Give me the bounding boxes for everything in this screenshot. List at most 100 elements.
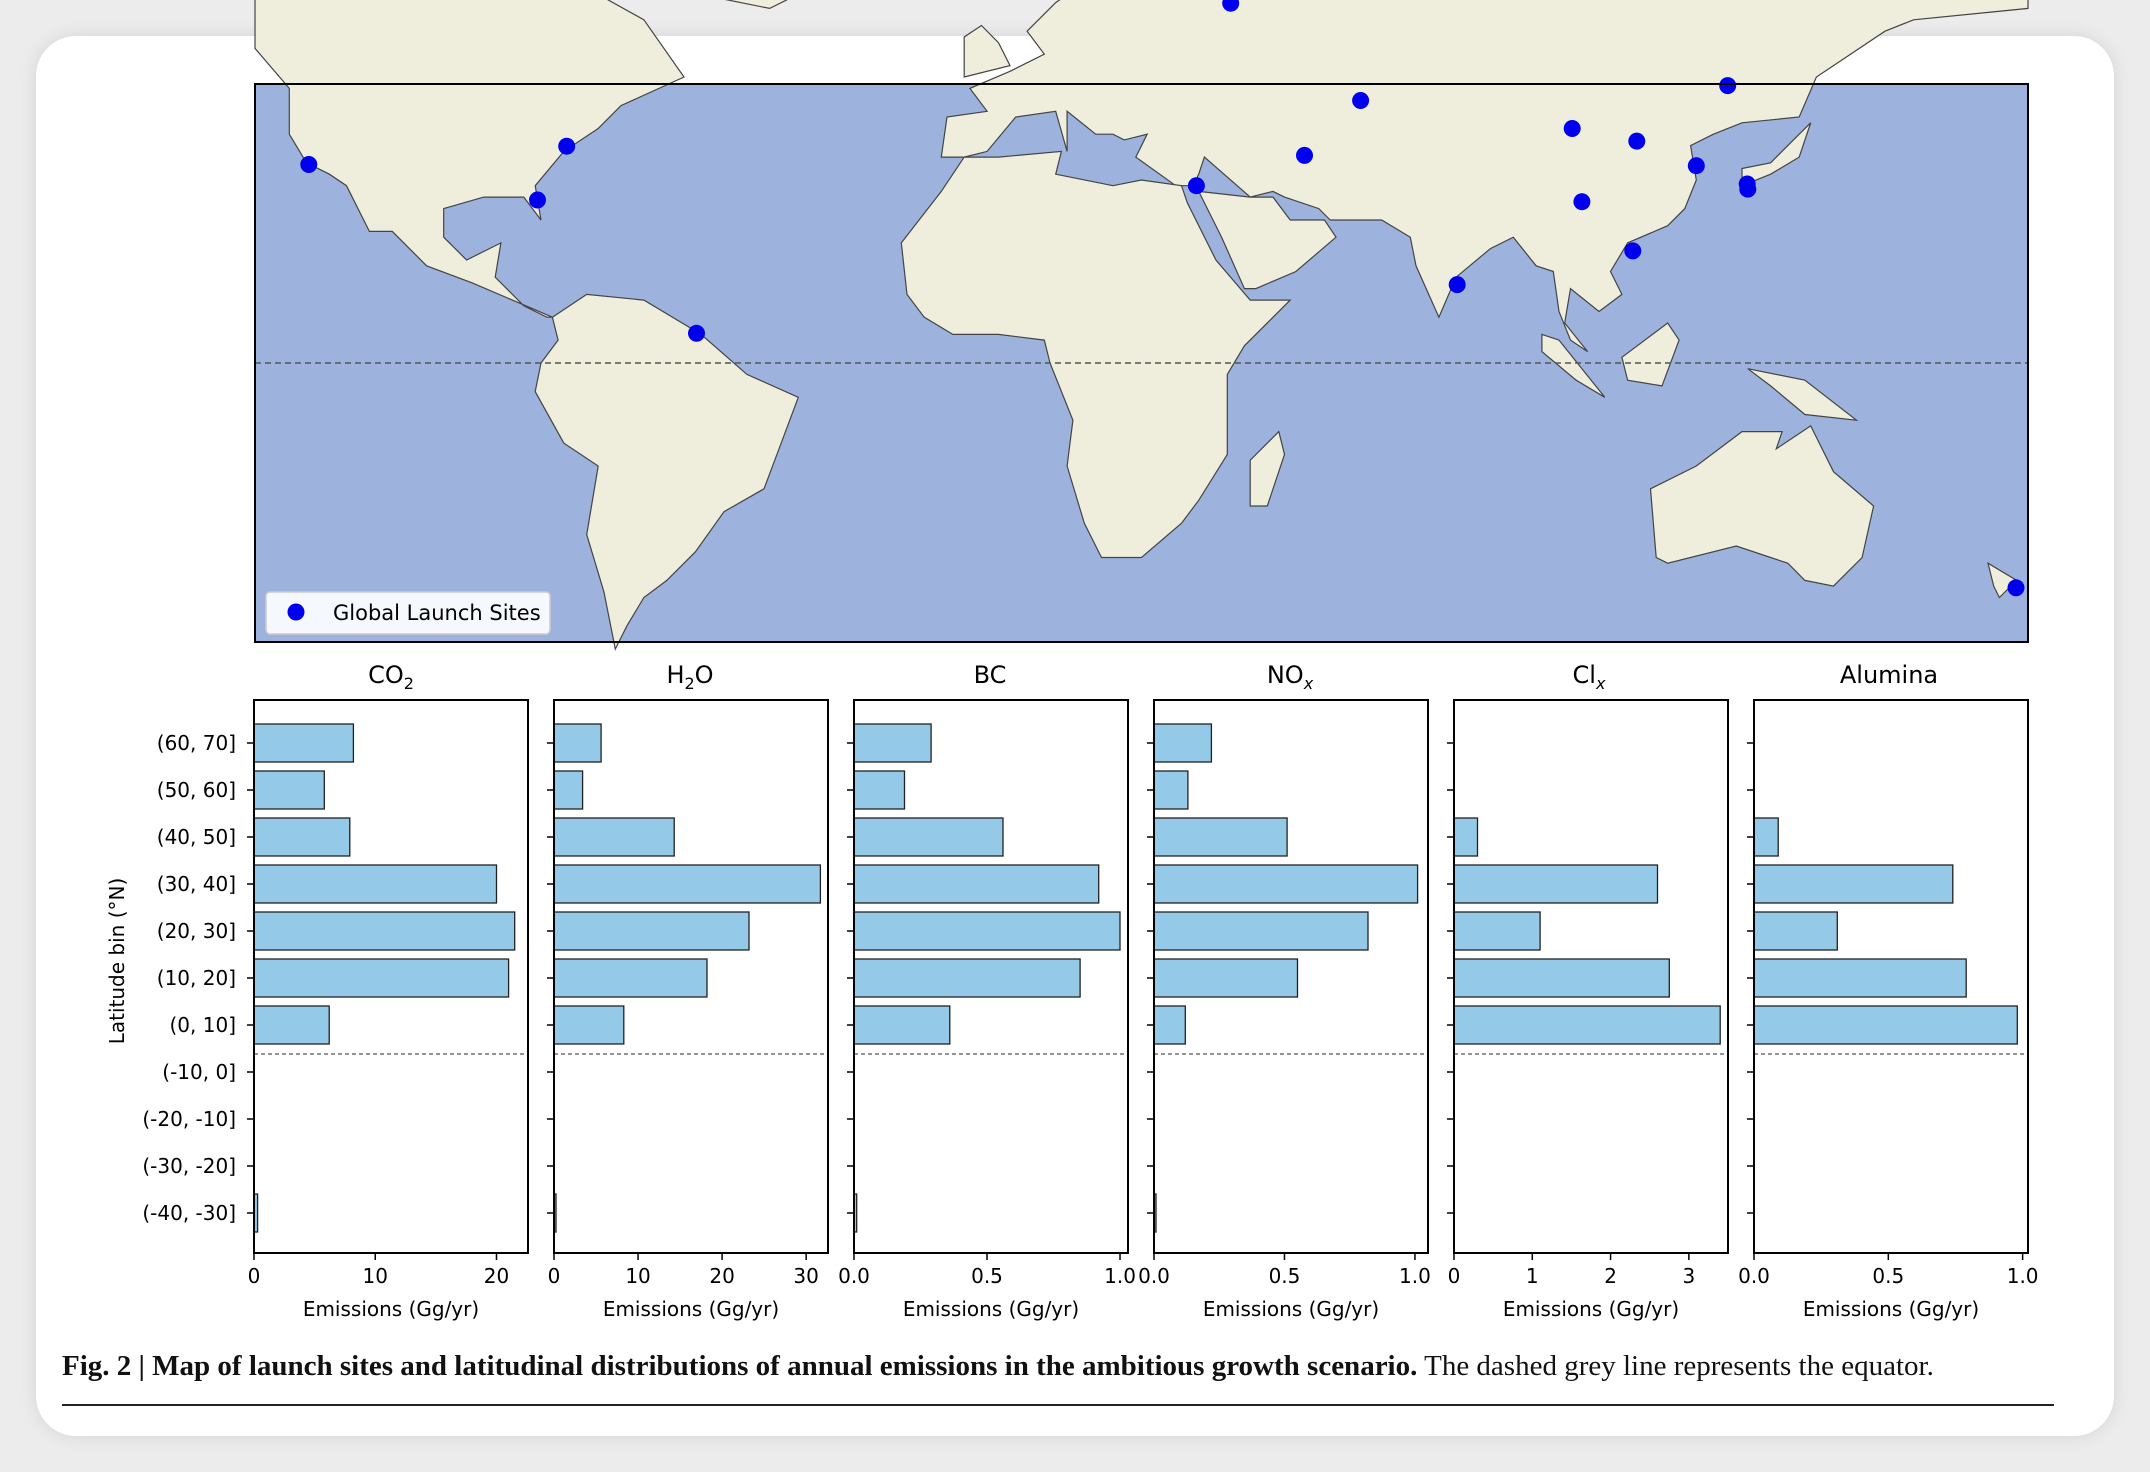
emission-bar (553, 723, 602, 763)
launch-site-marker (1628, 132, 1646, 150)
emission-bar (1453, 864, 1659, 904)
panel-3: 0.0 0.5 1.0 Emissions (Gg/yr) (1138, 699, 1431, 1321)
panel-title-alumina: Alumina (1840, 661, 1938, 689)
x-tick-label: 3 (1682, 1264, 1695, 1288)
panel-frame (1753, 699, 2029, 1254)
y-tick-label: (-20, -10] (142, 1107, 236, 1131)
y-tick-label: (30, 40] (157, 872, 236, 896)
x-axis-label: Emissions (Gg/yr) (603, 1297, 779, 1321)
figure-caption: Fig. 2 | Map of launch sites and latitud… (62, 1350, 2052, 1383)
launch-sites (300, 0, 2025, 597)
x-tick-label: 0.5 (1872, 1264, 1904, 1288)
panel-frame (853, 699, 1129, 1254)
x-tick-label: 0.5 (971, 1264, 1003, 1288)
emission-bar (1153, 958, 1299, 998)
launch-site-marker (300, 156, 318, 173)
launch-site-marker (1624, 242, 1642, 260)
emission-bar (853, 723, 932, 763)
emission-bar (1753, 911, 1838, 951)
land-madagascar (1249, 430, 1286, 507)
panel-title-h2o: H2O (666, 661, 713, 693)
launch-site-marker (1563, 120, 1581, 137)
emission-bar (853, 958, 1081, 998)
y-tick-label: (10, 20] (157, 966, 236, 990)
launch-site-marker (558, 137, 576, 155)
emission-bar (553, 817, 675, 857)
emission-bar (253, 817, 351, 857)
x-axis-label: Emissions (Gg/yr) (1503, 1297, 1679, 1321)
emission-bar (1153, 911, 1369, 951)
land-greenland (724, 0, 788, 10)
panel-frame (1453, 699, 1729, 1254)
launch-site-marker (688, 324, 705, 342)
panel-titles: CO2 H2O BC NOx Clx Alumina (368, 661, 1938, 693)
launch-site-marker (1222, 0, 1240, 12)
map-legend-label: Global Launch Sites (333, 601, 541, 625)
panel-1: 0 10 20 30 Emissions (Gg/yr) (547, 699, 829, 1321)
panel-2: 0.0 0.5 1.0 Emissions (Gg/yr) (838, 699, 1136, 1321)
emission-bar (1153, 1005, 1186, 1045)
emission-bar (1753, 817, 1779, 857)
emission-bar (553, 1005, 625, 1045)
emission-bar (553, 911, 750, 951)
land-sumatra (1541, 333, 1606, 398)
x-tick-label: 0.5 (1269, 1264, 1301, 1288)
emission-bar (853, 770, 906, 810)
launch-site-marker (529, 191, 546, 209)
x-axis-label: Emissions (Gg/yr) (1803, 1297, 1979, 1321)
emission-bar (553, 864, 822, 904)
land-arabia (1197, 190, 1337, 290)
emission-bar (853, 864, 1100, 904)
launch-site-marker (1352, 92, 1370, 109)
emission-bar (1153, 770, 1189, 810)
x-tick-label: 0.0 (1138, 1264, 1170, 1288)
caption-rule (62, 1404, 2054, 1406)
launch-site-marker (2007, 579, 2025, 597)
x-axis-label: Emissions (Gg/yr) (1203, 1297, 1379, 1321)
x-tick-label: 0 (548, 1264, 561, 1288)
x-tick-label: 0.0 (838, 1264, 870, 1288)
launch-site-marker (1739, 180, 1757, 198)
y-tick-label: (50, 60] (157, 778, 236, 802)
emission-bar (253, 864, 498, 904)
caption-normal: The dashed grey line represents the equa… (1417, 1350, 1934, 1382)
y-tick-label: (20, 30] (157, 919, 236, 943)
x-axis-label: Emissions (Gg/yr) (303, 1297, 479, 1321)
launch-site-marker (1719, 77, 1737, 95)
panel-title-nox: NOx (1267, 661, 1314, 693)
map-legend: Global Launch Sites (265, 591, 551, 635)
emission-bar (853, 1005, 951, 1045)
land-uk (963, 24, 1011, 78)
x-tick-label: 20 (709, 1264, 734, 1288)
emission-bar (1753, 864, 1954, 904)
launch-site-marker (1687, 157, 1705, 175)
y-tick-label: (-30, -20] (142, 1154, 236, 1178)
map-land (254, 0, 2029, 651)
x-tick-label: 0.0 (1738, 1264, 1770, 1288)
emission-bar (853, 817, 1004, 857)
y-tick-label: (60, 70] (157, 731, 236, 755)
legend-dot-icon (287, 603, 305, 621)
x-tick-label: 10 (625, 1264, 650, 1288)
x-tick-label: 1 (1526, 1264, 1539, 1288)
x-tick-label: 20 (484, 1264, 509, 1288)
emission-bar (1753, 958, 1967, 998)
x-axis-label: Emissions (Gg/yr) (903, 1297, 1079, 1321)
emission-bar (253, 911, 516, 951)
emission-bar (253, 723, 355, 763)
emission-bar (253, 770, 325, 810)
x-tick-label: 1.0 (1104, 1264, 1136, 1288)
land-new-guinea (1747, 368, 1859, 422)
x-tick-label: 1.0 (1399, 1264, 1431, 1288)
panel-frame (1153, 699, 1429, 1254)
x-tick-label: 0 (1448, 1264, 1461, 1288)
emission-bar (1153, 817, 1288, 857)
y-tick-label: (-10, 0] (162, 1060, 236, 1084)
y-axis-label: Latitude bin (°N) (105, 878, 129, 1045)
emission-bar (853, 911, 1121, 951)
world-map: Global Launch Sites (254, 0, 2029, 651)
land-africa (900, 150, 1292, 559)
panel-frame (553, 699, 829, 1254)
